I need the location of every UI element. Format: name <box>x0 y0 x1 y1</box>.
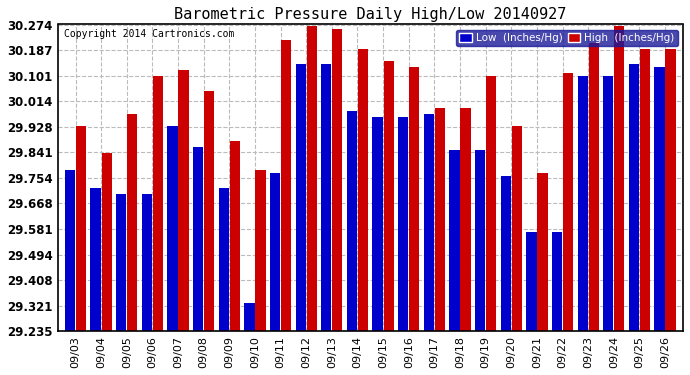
Bar <box>578 76 588 331</box>
Bar <box>640 49 650 331</box>
Bar <box>512 126 522 331</box>
Bar <box>65 170 75 331</box>
Bar <box>270 173 280 331</box>
Bar <box>193 147 204 331</box>
Bar <box>90 188 101 331</box>
Bar <box>127 114 137 331</box>
Bar <box>333 28 342 331</box>
Title: Barometric Pressure Daily High/Low 20140927: Barometric Pressure Daily High/Low 20140… <box>174 7 566 22</box>
Bar <box>409 67 420 331</box>
Bar <box>373 117 383 331</box>
Bar <box>526 232 537 331</box>
Bar <box>449 150 460 331</box>
Bar <box>219 188 229 331</box>
Bar <box>168 126 177 331</box>
Bar <box>552 232 562 331</box>
Bar <box>306 26 317 331</box>
Bar <box>398 117 408 331</box>
Legend: Low  (Inches/Hg), High  (Inches/Hg): Low (Inches/Hg), High (Inches/Hg) <box>456 30 678 46</box>
Bar <box>255 170 266 331</box>
Bar <box>179 70 188 331</box>
Bar <box>486 76 496 331</box>
Bar <box>152 76 163 331</box>
Bar <box>603 76 613 331</box>
Bar <box>322 64 331 331</box>
Bar <box>244 303 255 331</box>
Bar <box>101 153 112 331</box>
Bar <box>460 108 471 331</box>
Bar <box>204 91 215 331</box>
Bar <box>116 194 126 331</box>
Bar <box>347 111 357 331</box>
Bar <box>435 108 445 331</box>
Bar <box>230 141 240 331</box>
Text: Copyright 2014 Cartronics.com: Copyright 2014 Cartronics.com <box>63 29 234 39</box>
Bar <box>384 61 394 331</box>
Bar <box>655 67 664 331</box>
Bar <box>141 194 152 331</box>
Bar <box>589 44 599 331</box>
Bar <box>424 114 434 331</box>
Bar <box>629 64 639 331</box>
Bar <box>563 73 573 331</box>
Bar <box>358 49 368 331</box>
Bar <box>76 126 86 331</box>
Bar <box>665 49 676 331</box>
Bar <box>475 150 485 331</box>
Bar <box>614 26 624 331</box>
Bar <box>538 173 548 331</box>
Bar <box>295 64 306 331</box>
Bar <box>501 176 511 331</box>
Bar <box>281 40 291 331</box>
